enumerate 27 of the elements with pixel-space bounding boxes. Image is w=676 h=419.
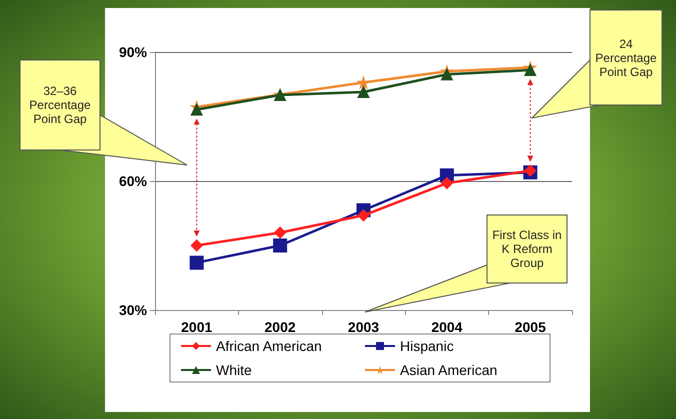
x-tick-label: 2001 xyxy=(181,319,212,335)
legend-label: Hispanic xyxy=(400,338,454,354)
x-tick-label: 2005 xyxy=(514,319,546,335)
legend-label: White xyxy=(216,362,252,378)
point xyxy=(358,76,370,89)
point xyxy=(440,68,453,80)
point xyxy=(190,240,203,252)
point xyxy=(524,164,536,177)
x-tick-label: 2003 xyxy=(348,319,380,335)
legend-label: Asian American xyxy=(400,362,498,378)
point xyxy=(358,209,370,222)
annotation: First Class in K Reform Group xyxy=(487,215,567,283)
y-tick-label: 60% xyxy=(118,173,148,189)
point xyxy=(190,256,204,270)
point xyxy=(273,238,288,252)
point xyxy=(524,64,536,76)
point xyxy=(274,226,286,239)
y-tick-label: 90% xyxy=(118,44,148,60)
point xyxy=(440,177,453,190)
point xyxy=(190,104,203,116)
x-tick-label: 2002 xyxy=(264,319,296,335)
point xyxy=(358,86,370,98)
text: 32–36 Percentage Point Gap xyxy=(20,60,100,150)
x-tick-label: 2004 xyxy=(431,319,463,335)
y-tick-label: 30% xyxy=(118,302,148,318)
legend-label: African American xyxy=(216,338,322,354)
text: 24 Percentage Point Gap xyxy=(590,10,662,105)
